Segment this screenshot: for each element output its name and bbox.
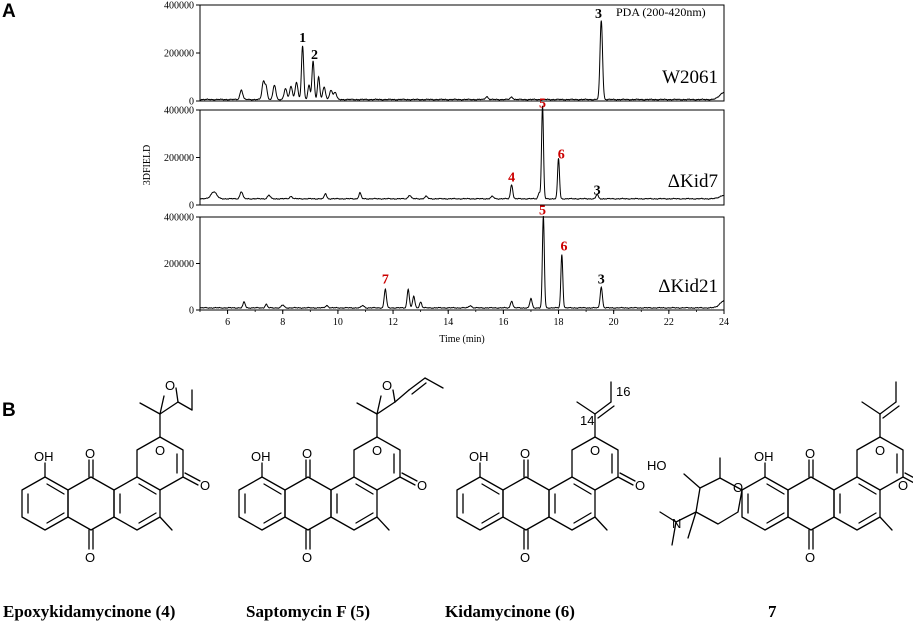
ring-o: O — [372, 443, 382, 458]
oh-label: OH — [469, 449, 489, 464]
x-tick-label: 20 — [609, 317, 619, 328]
peak-label: 3 — [598, 272, 605, 287]
amine-label: N — [672, 516, 681, 531]
epoxide-o: O — [165, 378, 175, 393]
x-tick-label: 14 — [443, 317, 453, 328]
compound-name-7: 7 — [768, 602, 777, 621]
carbonyl-o: O — [302, 446, 312, 461]
ring-o: O — [155, 443, 165, 458]
ring-a — [21, 476, 69, 531]
structure-kidamycinone: OH O O O O 14 16 — [456, 381, 645, 565]
y-tick-label: 0 — [189, 306, 194, 317]
x-axis-label: Time (min) — [439, 334, 484, 345]
carbonyl-o: O — [635, 478, 645, 493]
y-tick-label: 200000 — [164, 259, 194, 270]
ring-o: O — [875, 443, 885, 458]
compound-name-6: Kidamycinone (6) — [445, 602, 575, 621]
trace-line — [199, 20, 725, 101]
plot-frame — [199, 4, 725, 102]
ring-b — [67, 476, 115, 531]
y-tick-label: 400000 — [164, 106, 194, 117]
oh-label: OH — [754, 449, 774, 464]
x-tick-label: 16 — [498, 317, 508, 328]
carbonyl-o: O — [302, 550, 312, 565]
detector-label: PDA (200-420nm) — [616, 5, 706, 19]
x-tick-label: 18 — [554, 317, 564, 328]
panel-label-b: B — [2, 400, 16, 421]
trace-line — [199, 216, 725, 309]
x-tick-label: 12 — [388, 317, 398, 328]
peak-label: 4 — [508, 170, 515, 185]
peak-label: 3 — [595, 7, 602, 22]
peak-label: 5 — [539, 97, 546, 112]
peak-label: 6 — [561, 240, 568, 255]
plot-frame — [199, 109, 725, 206]
trace-line — [199, 105, 725, 200]
trace-name: ΔKid21 — [658, 276, 718, 297]
carbon-14-label: 14 — [580, 413, 594, 428]
structure-epoxykidamycinone: OH O O O O O — [21, 378, 210, 565]
y-tick-label: 400000 — [164, 213, 194, 224]
x-tick-label: 8 — [280, 317, 285, 328]
compound-name-4: Epoxykidamycinone (4) — [3, 602, 175, 621]
trace-name: W2061 — [662, 67, 718, 88]
x-tick-label: 24 — [719, 317, 729, 328]
y-axis-label: 3DFIELD — [142, 145, 153, 186]
carbonyl-o: O — [85, 550, 95, 565]
chromatogram-chart: 0 200000 400000 W2061 12 3 0 200000 400000 ΔKid7 4… — [164, 1, 729, 329]
y-tick-label: 200000 — [164, 153, 194, 164]
carbonyl-o: O — [520, 550, 530, 565]
carbonyl-o: O — [520, 446, 530, 461]
ring-c — [113, 476, 161, 531]
structure-7: O HO N OH O O O O — [647, 381, 913, 565]
carbonyl-o: O — [200, 478, 210, 493]
panel-label-a: A — [2, 1, 16, 22]
x-tick-label: 22 — [664, 317, 674, 328]
plot-frame — [199, 216, 725, 311]
sugar-ring-o: O — [733, 480, 743, 495]
oh-label: OH — [251, 449, 271, 464]
carbonyl-o: O — [805, 550, 815, 565]
y-tick-label: 0 — [189, 201, 194, 212]
peak-label: 3 — [594, 183, 601, 198]
y-tick-label: 0 — [189, 97, 194, 108]
y-tick-label: 200000 — [164, 49, 194, 60]
carbonyl-o: O — [898, 478, 908, 493]
x-tick-label: 6 — [225, 317, 230, 328]
hydroxyl-label: HO — [647, 458, 667, 473]
y-tick-label: 400000 — [164, 1, 194, 12]
trace-name: ΔKid7 — [668, 171, 718, 192]
peak-label: 7 — [382, 272, 389, 287]
carbonyl-o: O — [805, 446, 815, 461]
structure-saptomycin-f: OH O O O O O — [238, 377, 444, 565]
carbon-16-label: 16 — [616, 384, 630, 399]
epoxide-o: O — [382, 378, 392, 393]
peak-label: 6 — [558, 148, 565, 163]
carbonyl-o: O — [417, 478, 427, 493]
peak-label: 5 — [539, 204, 546, 219]
carbonyl-o: O — [85, 446, 95, 461]
peak-label: 2 — [311, 48, 318, 63]
peak-label: 1 — [299, 31, 306, 46]
x-tick-label: 10 — [333, 317, 343, 328]
oh-label: OH — [34, 449, 54, 464]
compound-name-5: Saptomycin F (5) — [246, 602, 370, 621]
ring-o: O — [590, 443, 600, 458]
